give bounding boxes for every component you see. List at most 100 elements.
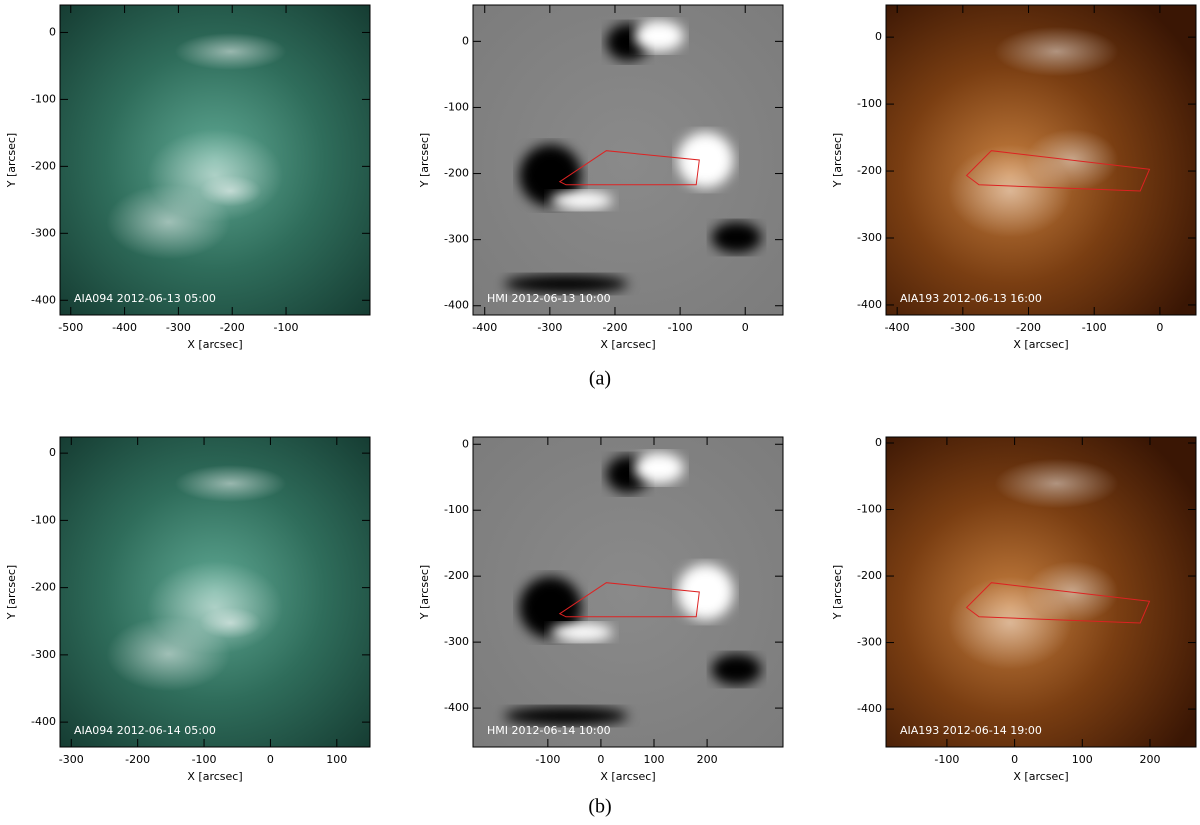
x-tick-label: -300 (166, 321, 191, 334)
x-tick-label: -100 (668, 321, 693, 334)
y-tick-label: -400 (857, 702, 882, 715)
solar-image (60, 5, 370, 315)
y-tick-label: 0 (462, 34, 469, 47)
x-tick-label: 200 (1139, 753, 1160, 766)
y-axis-label: Y [arcsec] (831, 133, 844, 188)
y-tick-label: 0 (49, 25, 56, 38)
y-tick-label: -100 (31, 92, 56, 105)
solar-image (886, 437, 1196, 747)
region-outline (965, 582, 1151, 624)
panel: AIA193 2012-06-13 16:00 (886, 5, 1196, 315)
solar-image (473, 5, 783, 315)
bright-loop (994, 458, 1119, 509)
y-tick-label: -400 (857, 298, 882, 311)
x-tick-label: -100 (934, 753, 959, 766)
image-label: AIA094 2012-06-14 05:00 (74, 724, 216, 737)
bright-loop (106, 184, 231, 260)
bright-loop (174, 464, 287, 503)
solar-image (60, 437, 370, 747)
image-label: AIA193 2012-06-14 19:00 (900, 724, 1042, 737)
x-tick-label: 0 (742, 321, 749, 334)
x-axis-label: X [arcsec] (600, 770, 655, 783)
y-tick-label: -300 (857, 636, 882, 649)
y-axis-label: Y [arcsec] (5, 565, 18, 620)
x-tick-label: 0 (1011, 753, 1018, 766)
y-tick-label: -100 (31, 513, 56, 526)
x-tick-label: 0 (1156, 321, 1163, 334)
y-tick-label: -200 (444, 167, 469, 180)
y-tick-label: -400 (31, 715, 56, 728)
x-tick-label: 200 (697, 753, 718, 766)
y-tick-label: 0 (49, 446, 56, 459)
x-tick-label: 100 (644, 753, 665, 766)
y-tick-label: -200 (857, 164, 882, 177)
y-axis-label: Y [arcsec] (418, 565, 431, 620)
x-tick-label: -100 (274, 321, 299, 334)
panel: HMI 2012-06-14 10:00 (473, 437, 783, 747)
positive-polarity (634, 452, 684, 484)
y-tick-label: 0 (875, 436, 882, 449)
x-axis-label: X [arcsec] (187, 770, 242, 783)
y-tick-label: -200 (444, 569, 469, 582)
x-tick-label: -400 (885, 321, 910, 334)
x-tick-label: -100 (192, 753, 217, 766)
y-tick-label: -300 (857, 231, 882, 244)
y-tick-label: -400 (31, 293, 56, 306)
positive-polarity (634, 20, 684, 52)
y-tick-label: -100 (444, 503, 469, 516)
x-tick-label: -100 (1082, 321, 1107, 334)
frame (59, 436, 371, 748)
negative-polarity (504, 274, 628, 294)
y-axis-label: Y [arcsec] (831, 565, 844, 620)
x-tick-label: -100 (535, 753, 560, 766)
y-tick-label: -300 (444, 635, 469, 648)
positive-polarity (677, 132, 734, 188)
y-tick-label: -100 (857, 97, 882, 110)
x-tick-label: -300 (59, 753, 84, 766)
image-label: HMI 2012-06-13 10:00 (487, 292, 611, 305)
x-tick-label: -400 (112, 321, 137, 334)
x-tick-label: -200 (602, 321, 627, 334)
y-tick-label: -400 (444, 299, 469, 312)
y-tick-label: -300 (31, 226, 56, 239)
positive-polarity (550, 191, 613, 210)
frame (885, 436, 1197, 748)
row-caption: (a) (589, 368, 611, 390)
negative-polarity (504, 706, 628, 726)
row-caption: (b) (588, 796, 611, 818)
x-tick-label: -200 (220, 321, 245, 334)
negative-polarity (519, 576, 582, 639)
x-tick-label: 0 (267, 753, 274, 766)
y-tick-label: -400 (444, 701, 469, 714)
panel: HMI 2012-06-13 10:00 (473, 5, 783, 315)
bright-loop (174, 32, 287, 71)
y-tick-label: -200 (31, 159, 56, 172)
y-tick-label: -300 (444, 233, 469, 246)
x-tick-label: -300 (537, 321, 562, 334)
y-tick-label: 0 (875, 30, 882, 43)
positive-polarity (677, 564, 734, 620)
frame (885, 4, 1197, 316)
panel: AIA094 2012-06-13 05:00 (60, 5, 370, 315)
solar-image (886, 5, 1196, 315)
panel: AIA094 2012-06-14 05:00 (60, 437, 370, 747)
image-label: AIA193 2012-06-13 16:00 (900, 292, 1042, 305)
region-outline (965, 150, 1151, 192)
negative-polarity (711, 654, 762, 685)
x-tick-label: 100 (326, 753, 347, 766)
panel: AIA193 2012-06-14 19:00 (886, 437, 1196, 747)
frame (472, 436, 784, 748)
frame (472, 4, 784, 316)
x-axis-label: X [arcsec] (600, 338, 655, 351)
x-axis-label: X [arcsec] (1013, 770, 1068, 783)
y-tick-label: -200 (31, 581, 56, 594)
y-tick-label: -100 (857, 503, 882, 516)
x-tick-label: -200 (125, 753, 150, 766)
positive-polarity (550, 623, 613, 642)
frame (59, 4, 371, 316)
image-label: AIA094 2012-06-13 05:00 (74, 292, 216, 305)
y-axis-label: Y [arcsec] (418, 133, 431, 188)
y-tick-label: -300 (31, 648, 56, 661)
x-tick-label: -300 (950, 321, 975, 334)
